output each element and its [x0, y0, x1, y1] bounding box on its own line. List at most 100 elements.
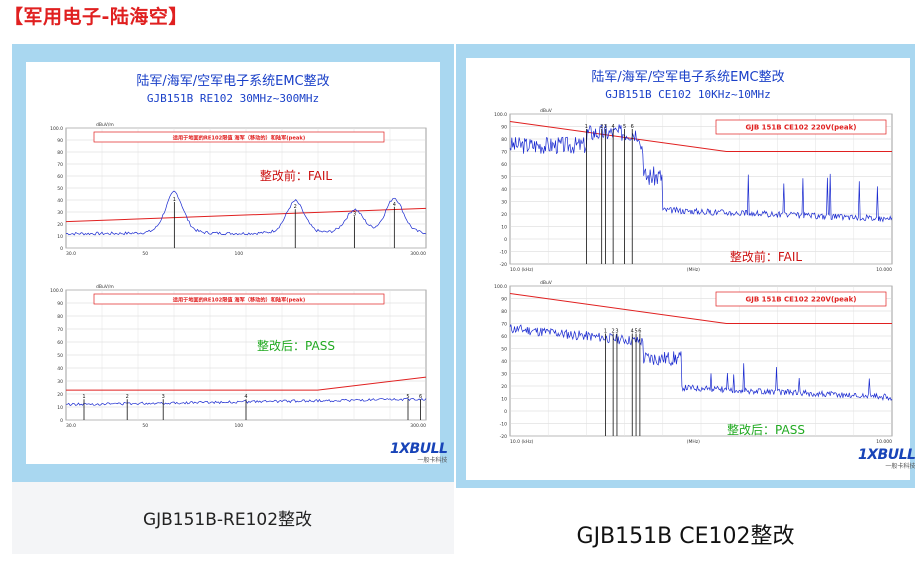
x-tick-label: 100: [235, 251, 244, 257]
y-tick-label: 70: [57, 162, 63, 168]
y-tick-label: 10: [501, 397, 507, 403]
legend-box: [93, 293, 385, 305]
y-tick-label: 60: [501, 162, 507, 168]
y-tick-label: 100.0: [494, 112, 507, 118]
left-caption: GJB151B-RE102整改: [142, 510, 313, 530]
y-tick-label: 50: [501, 175, 507, 181]
marker-label: 6: [638, 329, 641, 335]
y-tick-label: -20: [500, 262, 507, 268]
x-tick-label: 300.00: [410, 251, 426, 257]
y-tick-label: 10: [501, 225, 507, 231]
y-tick-label: 20: [501, 384, 507, 390]
y-tick-label: 30: [501, 372, 507, 378]
y-tick-label: 70: [501, 322, 507, 328]
marker-label: 5: [406, 394, 409, 400]
x-tick-label: 10.0 (kHz): [510, 439, 534, 445]
x-tick-label: (MHz): [687, 267, 700, 273]
right-subtitle: GJB151B CE102 10KHz~10MHz: [605, 88, 771, 101]
legend-text: GJB 151B CE102 220V(peak): [745, 296, 856, 304]
legend-text: 适用于地面的RE102限值 海军（移动的）和陆军(peak): [173, 134, 305, 142]
y-tick-label: 70: [57, 327, 63, 333]
limit-line: [509, 293, 892, 324]
y-tick-label: 90: [501, 297, 507, 303]
marker-label: 3: [162, 394, 165, 400]
legend-box: [715, 119, 887, 135]
y-tick-label: 50: [57, 186, 63, 192]
y-tick-label: -10: [500, 250, 507, 256]
x-tick-label: 30.0: [66, 251, 76, 257]
left-subtitle: GJB151B RE102 30MHz~300MHz: [146, 92, 320, 105]
y-tick-label: 20: [57, 222, 63, 228]
marker-label: 2: [294, 204, 297, 210]
y-tick-label: 0: [504, 237, 507, 243]
y-tick-label: 90: [57, 138, 63, 144]
left-card: 陆军/海军/空军电子系统EMC整改 GJB151B RE102 30MHz~30…: [12, 44, 454, 482]
left-caption-background: [12, 482, 454, 554]
y-unit-label: dBuV/m: [96, 284, 114, 290]
y-tick-label: 20: [501, 212, 507, 218]
y-tick-label: 60: [57, 340, 63, 346]
y-tick-label: 100.0: [50, 288, 63, 294]
y-tick-label: 100.0: [494, 284, 507, 290]
marker-label: 4: [244, 394, 247, 400]
y-tick-label: 80: [57, 314, 63, 320]
marker-label: 4: [631, 329, 634, 335]
right-title: 陆军/海军/空军电子系统EMC整改: [591, 70, 785, 85]
limit-line: [509, 121, 892, 152]
limit-line: [66, 376, 427, 391]
marker-label: 1: [604, 329, 607, 335]
y-tick-label: 40: [501, 359, 507, 365]
left-card-inner: 陆军/海军/空军电子系统EMC整改 GJB151B RE102 30MHz~30…: [26, 62, 448, 464]
x-tick-label: 10.000: [876, 267, 892, 273]
y-unit-label: dBuV/m: [96, 122, 114, 128]
y-tick-label: 70: [501, 150, 507, 156]
marker-label: 2: [612, 329, 615, 335]
right-card-inner: 陆军/海军/空军电子系统EMC整改 GJB151B CE102 10KHz~10…: [466, 58, 915, 480]
marker-label: 3: [604, 124, 607, 130]
right-chart-before: -20 -10 0 10 20 30 40 50 60 70 80 90 100.0 dBuV 10.0 (…: [494, 108, 893, 273]
result-label: 整改后：PASS: [727, 422, 805, 437]
result-label: 整改前：FAIL: [730, 249, 803, 264]
y-tick-label: 50: [57, 353, 63, 359]
y-tick-label: -10: [500, 422, 507, 428]
marker-label: 4: [612, 124, 615, 130]
marker-label: 2: [600, 124, 603, 130]
data-trace: [509, 124, 893, 223]
y-unit-label: dBuV: [540, 108, 553, 114]
marker-label: 4: [393, 202, 396, 208]
y-tick-label: 30: [57, 379, 63, 385]
y-tick-label: 30: [501, 200, 507, 206]
y-tick-label: 0: [60, 246, 63, 252]
y-tick-label: 10: [57, 405, 63, 411]
y-tick-label: 40: [501, 187, 507, 193]
result-label: 整改前：FAIL: [260, 168, 333, 183]
y-tick-label: 0: [504, 409, 507, 415]
y-tick-label: 50: [501, 347, 507, 353]
y-tick-label: 100.0: [50, 126, 63, 132]
marker-label: 3: [353, 211, 356, 217]
marker-label: 3: [615, 329, 618, 335]
y-tick-label: 10: [57, 234, 63, 240]
y-tick-label: 90: [57, 301, 63, 307]
y-tick-label: 80: [57, 150, 63, 156]
left-logo: 1XBULL 一般卡科技: [390, 441, 448, 464]
x-tick-label: (MHz): [687, 439, 700, 445]
y-tick-label: 0: [60, 418, 63, 424]
marker-label: 6: [419, 394, 422, 400]
marker-label: 5: [634, 329, 637, 335]
result-label: 整改后：PASS: [257, 338, 335, 353]
y-tick-label: 40: [57, 366, 63, 372]
marker-label: 2: [126, 394, 129, 400]
marker-label: 6: [631, 124, 634, 130]
y-unit-label: dBuV: [540, 280, 553, 286]
section-heading: 【军用电子-陆海空】: [4, 6, 188, 28]
legend-box: [93, 131, 385, 143]
x-tick-label: 10.000: [876, 439, 892, 445]
left-title: 陆军/海军/空军电子系统EMC整改: [136, 74, 330, 89]
legend-box: [715, 291, 887, 307]
y-tick-label: 30: [57, 210, 63, 216]
right-chart-after: -20 -10 0 10 20 30 40 50 60 70 80 90 100.0 dBuV 10.0 (…: [494, 280, 893, 445]
marker-label: 1: [585, 124, 588, 130]
y-tick-label: -20: [500, 434, 507, 440]
x-tick-label: 30.0: [66, 423, 76, 429]
